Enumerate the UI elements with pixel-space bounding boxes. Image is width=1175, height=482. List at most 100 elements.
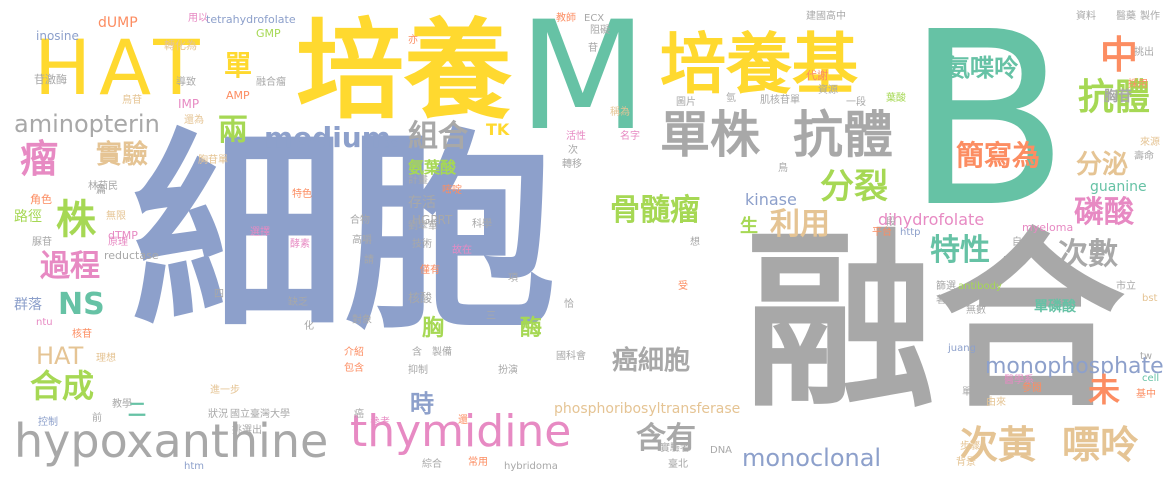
word: 抗體 (1078, 77, 1151, 118)
word: 由來 (986, 397, 1006, 408)
word: 轉移 (562, 159, 582, 170)
word: 無限 (106, 211, 126, 222)
word: 胸 (422, 316, 445, 341)
word: 肌核苷單 (760, 95, 800, 106)
word: 挑選出 (232, 425, 262, 436)
word: thymidine (350, 406, 572, 457)
word: 細胞 (132, 110, 556, 357)
word: 抑制 (408, 365, 428, 376)
word: 合物 (350, 215, 370, 226)
word: 抗體 (793, 106, 893, 164)
word: 恰 (564, 299, 574, 310)
word: 培養 (296, 9, 513, 134)
word: reductase (104, 249, 159, 262)
word: 前 (92, 413, 102, 424)
word: 三 (486, 311, 496, 322)
word: medium (264, 121, 391, 154)
word: 單株 (660, 106, 760, 164)
word: 常用 (468, 457, 488, 468)
word: 高嚼 (352, 235, 372, 246)
word: 核苷 (72, 329, 92, 340)
word: 僅有 (420, 265, 440, 276)
word: 培養基 (660, 26, 858, 103)
word: dihydrofolate (878, 210, 985, 229)
word: HAT (36, 342, 84, 370)
word: 3C (384, 139, 398, 150)
word: 苷激酶 (34, 73, 67, 86)
word: 中 (1100, 33, 1139, 77)
word: monophosphate (985, 354, 1164, 379)
word: 代謝 (806, 69, 828, 82)
word: ECX (584, 13, 605, 24)
word: 缺乏 (288, 297, 308, 308)
word: 融合 (745, 212, 1126, 433)
word: 名字 (620, 131, 640, 142)
word: 亦 (408, 35, 418, 46)
word: antibody (958, 281, 1002, 292)
word: bst (1142, 293, 1158, 304)
word: 扮演 (498, 365, 518, 376)
word: juang (948, 343, 976, 354)
word: GMP (256, 27, 281, 40)
word: 項 (508, 273, 518, 284)
word: 壽命 (1134, 151, 1154, 162)
word: 請 (364, 255, 374, 266)
word: 步驟 (960, 441, 980, 452)
word: 一段 (846, 97, 866, 108)
word: 嘌呤 (1062, 423, 1139, 467)
word: 實驗者 (660, 443, 690, 454)
word: 受 (678, 281, 688, 292)
word: 磷酸 (1074, 195, 1134, 230)
word: HGPRT (412, 213, 453, 227)
word: 鳥 (778, 163, 788, 174)
word: TMP (1004, 255, 1025, 266)
word: 時 (410, 390, 434, 418)
word: 導致 (176, 77, 196, 88)
word: 綜合 (422, 459, 442, 470)
word: 參考 (370, 417, 390, 428)
word: 對象 (352, 315, 372, 326)
word: 建國高中 (806, 11, 846, 22)
word: 還為 (184, 115, 204, 126)
word: 癌細胞 (612, 346, 691, 376)
word: 瘤 (20, 137, 59, 181)
word: 利用 (770, 207, 830, 242)
word: dTMP (108, 229, 138, 242)
word: AMP (226, 89, 250, 102)
word: 選擇 (250, 227, 270, 238)
word: 臺北 (668, 459, 688, 470)
word: 含 (412, 347, 422, 358)
word: 角色 (30, 193, 52, 206)
word: 胸苷單 (198, 155, 228, 166)
word: hybridoma (504, 461, 558, 472)
word: 稱為 (610, 107, 630, 118)
word: aminopterin (14, 110, 160, 138)
word: 採用 (1128, 79, 1148, 90)
word: 單 (224, 49, 253, 82)
word: 合成 (30, 367, 95, 405)
word: 存活 (408, 195, 436, 211)
word: monoclonal (742, 444, 882, 472)
word: 單磷酸 (1034, 299, 1076, 315)
word: tw (1140, 351, 1153, 362)
word: cell (1142, 373, 1160, 384)
word: 氨葉酸 (408, 158, 457, 177)
word: inosine (36, 29, 79, 43)
word: 過程 (40, 249, 100, 284)
word: 科學 (472, 219, 492, 230)
word: 包含 (344, 363, 364, 374)
word: 化 (304, 321, 314, 332)
word: 氨喋呤 (946, 54, 1018, 82)
word: ntu (36, 317, 53, 328)
word: 製作 (1140, 11, 1160, 22)
word: guanine (1090, 179, 1147, 195)
word: 資源 (818, 85, 838, 96)
word: 參閱 (1022, 383, 1042, 394)
word: 狀況 (208, 409, 228, 420)
word: phosphoribosyltransferase (554, 401, 741, 417)
word: 教師 (556, 13, 576, 24)
word: myeloma (1022, 221, 1074, 234)
word: 挑出 (1134, 47, 1154, 58)
word: 轉化為 (164, 39, 197, 52)
